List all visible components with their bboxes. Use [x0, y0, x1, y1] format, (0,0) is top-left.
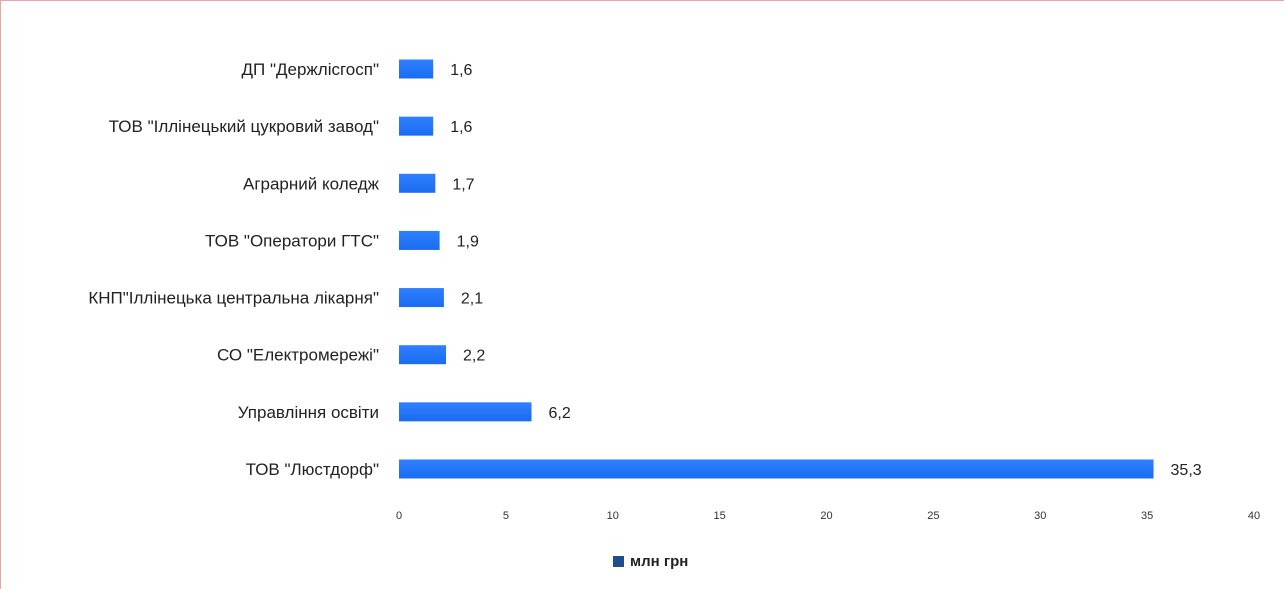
legend-swatch [613, 556, 624, 567]
value-label: 35,3 [1171, 462, 1202, 479]
category-label: КНП"Іллінецька центральна лікарня" [88, 289, 379, 308]
category-label: ТОВ "Оператори ГТС" [205, 231, 379, 250]
category-label: СО "Електромережі" [217, 346, 379, 365]
x-tick-label: 15 [714, 510, 726, 522]
x-tick-label: 35 [1141, 510, 1153, 522]
category-label: ДП "Держлісгосп" [241, 60, 379, 79]
x-tick-label: 5 [503, 510, 509, 522]
value-label: 6,2 [549, 405, 571, 422]
x-tick-label: 20 [820, 510, 832, 522]
value-label: 1,7 [452, 176, 474, 193]
bar [399, 230, 440, 250]
legend-label: млн грн [630, 553, 689, 570]
bar [399, 402, 532, 422]
category-label: ТОВ "Люстдорф" [246, 460, 379, 479]
bar [399, 459, 1154, 479]
category-label: ТОВ "Іллінецький цукровий завод" [109, 117, 379, 136]
value-label: 2,1 [461, 291, 483, 308]
x-tick-label: 0 [396, 510, 402, 522]
x-tick-label: 40 [1248, 510, 1260, 522]
value-label: 1,9 [457, 233, 479, 250]
category-label: Управління освіти [238, 403, 379, 422]
value-label: 1,6 [450, 119, 472, 136]
x-tick-label: 30 [1034, 510, 1046, 522]
bar [399, 116, 434, 136]
value-label: 1,6 [450, 62, 472, 79]
category-label: Аграрний коледж [243, 174, 380, 193]
bar [399, 173, 436, 193]
x-tick-label: 10 [607, 510, 619, 522]
bar [399, 345, 447, 365]
bar [399, 288, 444, 308]
value-label: 2,2 [463, 348, 485, 365]
bar [399, 59, 434, 79]
x-tick-label: 25 [927, 510, 939, 522]
legend: млн грн [613, 553, 688, 570]
